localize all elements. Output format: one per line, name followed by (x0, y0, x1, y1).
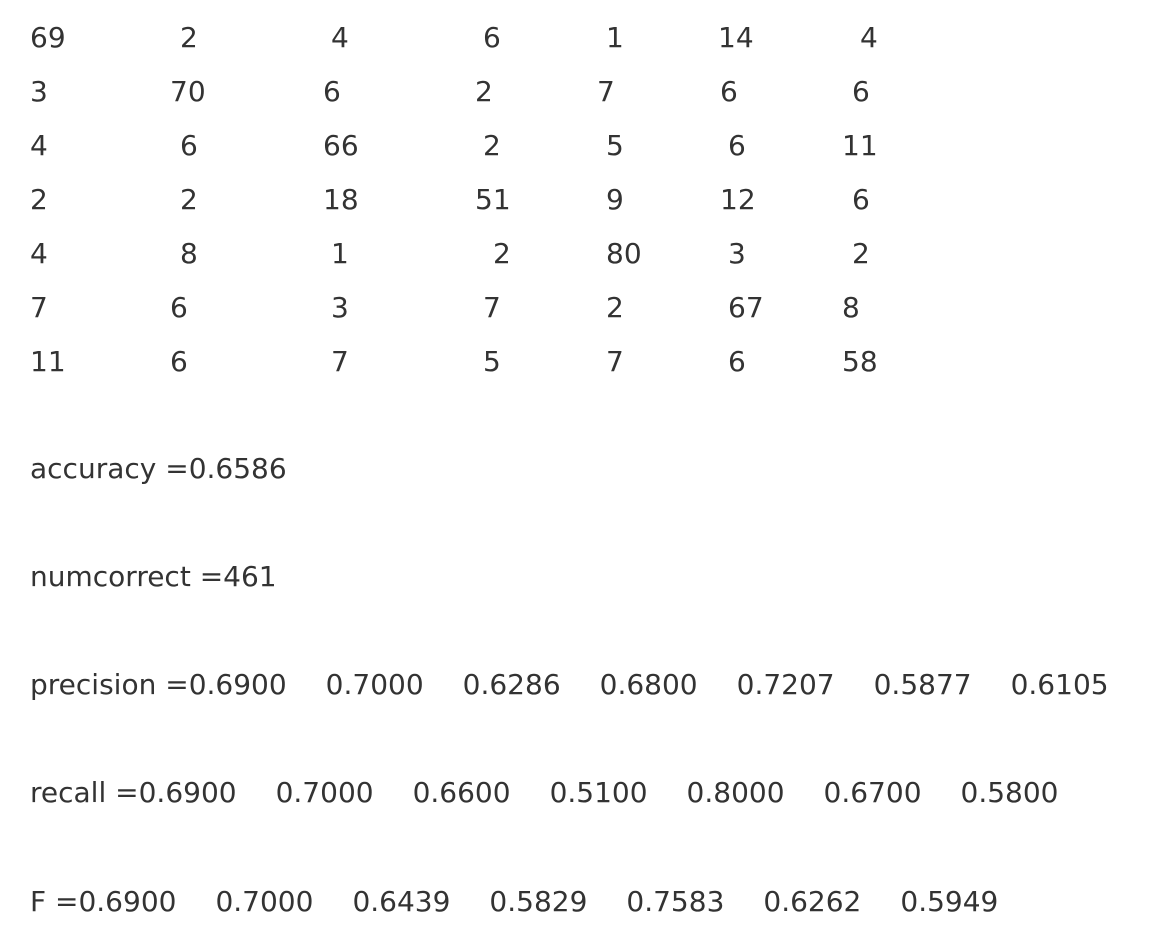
recall-value: 0.5100 (549, 776, 648, 809)
f-value: 0.7000 (215, 885, 314, 918)
matrix-cell: 8 (842, 291, 860, 324)
matrix-cell: 8 (180, 237, 198, 270)
precision-value: 0.6286 (462, 668, 561, 701)
precision-value: 0.7000 (325, 668, 424, 701)
matrix-cell: 11 (30, 345, 66, 378)
matrix-cell: 6 (728, 129, 746, 162)
precision-value: 0.5877 (873, 668, 972, 701)
matrix-cell: 66 (323, 129, 359, 162)
matrix-cell: 14 (718, 21, 754, 54)
matrix-cell: 7 (331, 345, 349, 378)
matrix-cell: 5 (483, 345, 501, 378)
f-value: 0.7583 (626, 885, 725, 918)
recall-line: recall =0.6900 0.7000 0.6600 0.5100 0.8000 0.… (30, 779, 1059, 807)
matrix-cell: 1 (606, 21, 624, 54)
recall-value: 0.6600 (412, 776, 511, 809)
matrix-cell: 2 (493, 237, 511, 270)
matrix-cell: 6 (323, 75, 341, 108)
precision-value: 0.7207 (736, 668, 835, 701)
numcorrect-value: 461 (223, 560, 277, 593)
matrix-cell: 2 (483, 129, 501, 162)
matrix-cell: 1 (331, 237, 349, 270)
matrix-cell: 12 (720, 183, 756, 216)
matrix-cell: 3 (728, 237, 746, 270)
f-value: 0.6439 (352, 885, 451, 918)
matrix-cell: 6 (483, 21, 501, 54)
recall-value: 0.6900 (138, 776, 237, 809)
matrix-cell: 4 (30, 129, 48, 162)
matrix-cell: 70 (170, 75, 206, 108)
matrix-cell: 6 (852, 183, 870, 216)
recall-value: 0.6700 (823, 776, 922, 809)
numcorrect-label: numcorrect = (30, 560, 224, 593)
matrix-cell: 51 (475, 183, 511, 216)
matrix-cell: 9 (606, 183, 624, 216)
matrix-cell: 2 (475, 75, 493, 108)
matrix-cell: 2 (180, 21, 198, 54)
matrix-cell: 3 (30, 75, 48, 108)
recall-value: 0.5800 (960, 776, 1059, 809)
recall-label: recall = (30, 776, 139, 809)
matrix-cell: 6 (720, 75, 738, 108)
f-value: 0.5829 (489, 885, 588, 918)
matrix-cell: 4 (860, 21, 878, 54)
matrix-cell: 4 (30, 237, 48, 270)
f-value: 0.5949 (900, 885, 999, 918)
matrix-cell: 6 (728, 345, 746, 378)
accuracy-line: accuracy =0.6586 (30, 455, 287, 483)
matrix-cell: 4 (331, 21, 349, 54)
matrix-cell: 6 (180, 129, 198, 162)
recall-value: 0.7000 (275, 776, 374, 809)
precision-value: 0.6105 (1010, 668, 1109, 701)
precision-value: 0.6900 (188, 668, 287, 701)
precision-value: 0.6800 (599, 668, 698, 701)
matrix-cell: 7 (606, 345, 624, 378)
f-label: F = (30, 885, 79, 918)
matrix-cell: 6 (170, 345, 188, 378)
matrix-cell: 2 (180, 183, 198, 216)
f-score-line: F =0.6900 0.7000 0.6439 0.5829 0.7583 0.6262 0… (30, 888, 998, 916)
matrix-cell: 6 (852, 75, 870, 108)
matrix-cell: 80 (606, 237, 642, 270)
matrix-cell: 2 (606, 291, 624, 324)
matrix-cell: 2 (30, 183, 48, 216)
matrix-cell: 6 (170, 291, 188, 324)
accuracy-value: 0.6586 (188, 452, 287, 485)
matrix-cell: 7 (483, 291, 501, 324)
accuracy-label: accuracy = (30, 452, 189, 485)
matrix-cell: 11 (842, 129, 878, 162)
matrix-cell: 2 (852, 237, 870, 270)
matrix-cell: 3 (331, 291, 349, 324)
precision-line: precision =0.6900 0.7000 0.6286 0.6800 0.720… (30, 671, 1109, 699)
matrix-cell: 69 (30, 21, 66, 54)
matrix-cell: 18 (323, 183, 359, 216)
matrix-cell: 67 (728, 291, 764, 324)
matrix-cell: 58 (842, 345, 878, 378)
f-value: 0.6262 (763, 885, 862, 918)
precision-label: precision = (30, 668, 189, 701)
f-value: 0.6900 (78, 885, 177, 918)
matrix-cell: 7 (30, 291, 48, 324)
recall-value: 0.8000 (686, 776, 785, 809)
numcorrect-line: numcorrect =461 (30, 563, 277, 591)
matrix-cell: 5 (606, 129, 624, 162)
matrix-cell: 7 (597, 75, 615, 108)
